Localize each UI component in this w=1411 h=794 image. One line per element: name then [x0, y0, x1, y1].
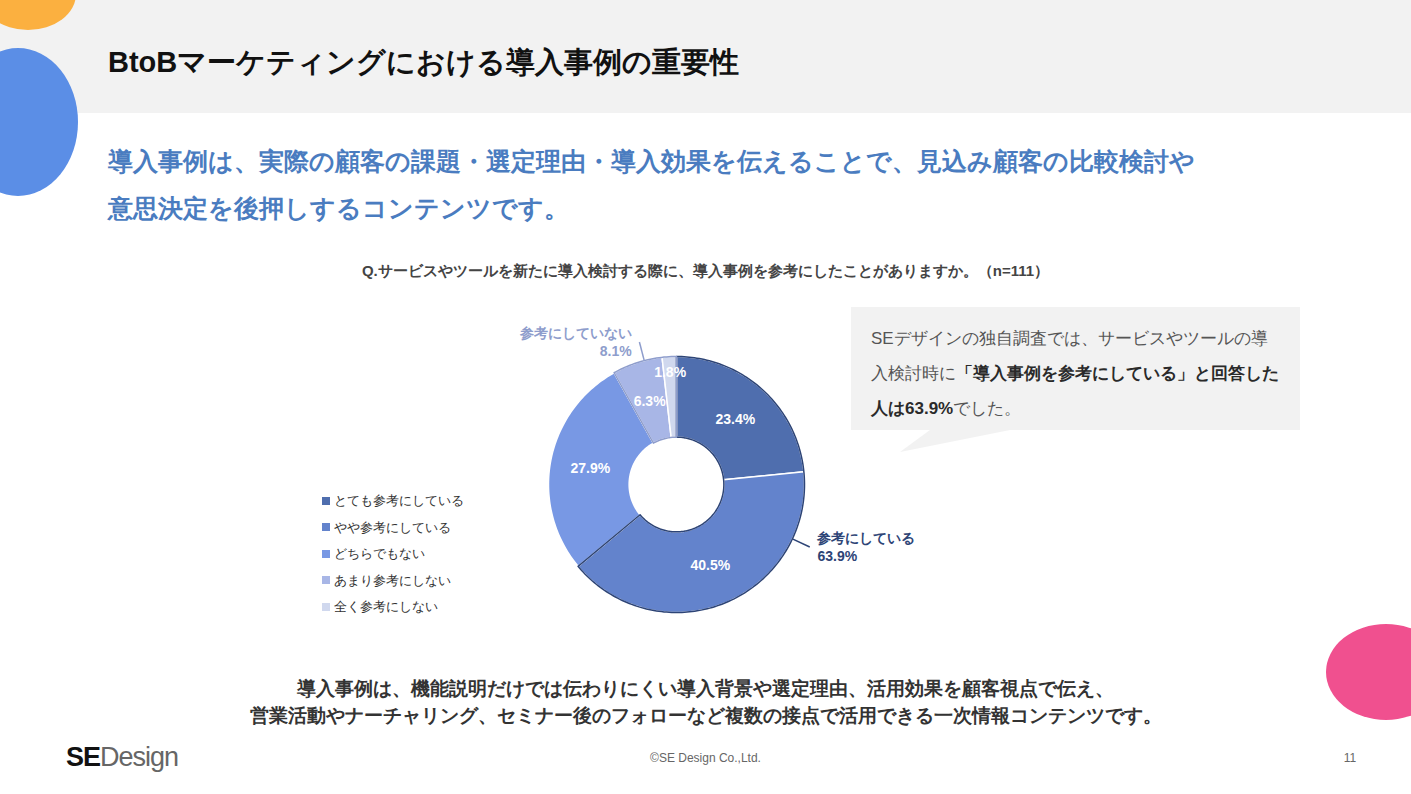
- html-text:11: 11: [1343, 751, 1357, 765]
- svg-text:23.4%: 23.4%: [716, 411, 756, 427]
- html-text:SE Design: SE Design: [66, 742, 179, 772]
- html-text:SEデザインの独自調査では、サービスやツールの導入検討時に「: SEデザインの独自調査では、サービスやツールの導入検討時に「導入事例を参考にして…: [871, 329, 1279, 418]
- html-text:やや参考にしている: やや参考にしている: [334, 519, 451, 535]
- svg-text:参考にしている: 参考にしている: [816, 530, 915, 546]
- html-text:Q.サービスやツールを新たに導入検討する際に、導入事例を参考: Q.サービスやツールを新たに導入検討する際に、導入事例を参考にしたことがあります…: [361, 262, 1050, 279]
- svg-text:40.5%: 40.5%: [690, 557, 730, 573]
- svg-text:6.3%: 6.3%: [634, 393, 666, 409]
- html-text:あまり参考にしない: あまり参考にしない: [334, 572, 451, 588]
- html-text:とても参考にしている: とても参考にしている: [334, 493, 464, 508]
- html-text:意思決定を後押しするコンテンツです。: 意思決定を後押しするコンテンツです。: [108, 194, 569, 222]
- html-text:導入事例は、実際の顧客の課題・選定理由・導入効果を伝えること: 導入事例は、実際の顧客の課題・選定理由・導入効果を伝えることで、見込み顧客の比較…: [108, 147, 1195, 175]
- svg-text:27.9%: 27.9%: [570, 460, 610, 476]
- html-text:©SE Design Co.,Ltd.: ©SE Design Co.,Ltd.: [650, 751, 761, 765]
- svg-text:63.9%: 63.9%: [817, 548, 857, 564]
- html-text:営業活動やナーチャリング、セミナー後のフォローなど複数の接点: 営業活動やナーチャリング、セミナー後のフォローなど複数の接点で活用できる一次情報…: [249, 705, 1162, 726]
- html-text:BtoBマーケティングにおける導入事例の重要性: BtoBマーケティングにおける導入事例の重要性: [108, 46, 740, 78]
- html-text:どちらでもない: どちらでもない: [334, 546, 425, 561]
- html-text:全く参考にしない: 全く参考にしない: [334, 599, 438, 614]
- html-text:導入事例は、機能説明だけでは伝わりにくい導入背景や選定理由、: 導入事例は、機能説明だけでは伝わりにくい導入背景や選定理由、活用効果を顧客視点で…: [297, 678, 1114, 699]
- svg-text:8.1%: 8.1%: [600, 343, 632, 359]
- svg-text:参考にしていない: 参考にしていない: [519, 325, 632, 341]
- svg-text:1.8%: 1.8%: [654, 364, 686, 380]
